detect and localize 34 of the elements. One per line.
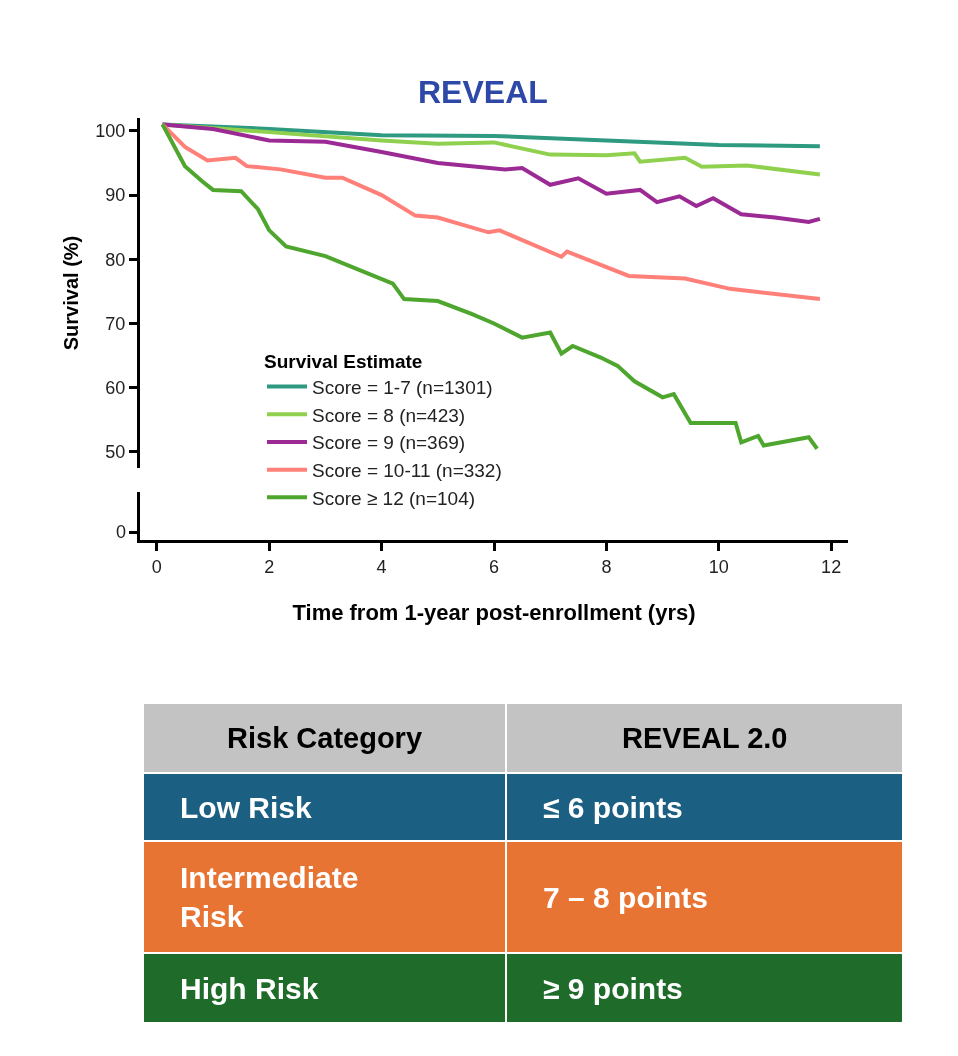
y-tick-label: 50	[105, 442, 126, 463]
text: REVEAL 2.0	[622, 722, 788, 754]
x-axis-title: Time from 1-year post-enrollment (yrs)	[292, 600, 696, 626]
line-series	[160, 122, 820, 451]
legend-label: Score = 9 (n=369)	[312, 432, 466, 454]
legend-label: Score = 10-11 (n=332)	[312, 460, 502, 482]
y-tick-label: 60	[105, 378, 126, 399]
text: ≥ 9 points	[543, 972, 683, 1005]
x-tick-label: 0	[151, 556, 162, 577]
line-series	[160, 122, 822, 225]
y-tick-label: 80	[105, 249, 126, 270]
x-tick-label: 6	[488, 556, 500, 577]
x-tick-label: 8	[601, 556, 612, 577]
y-tick-label: 70	[105, 313, 126, 334]
y-axis-title: Survival (%)	[59, 235, 82, 351]
chart-title: REVEAL	[418, 74, 548, 110]
y-tick-label: 100	[95, 121, 126, 142]
legend-label: Score = 8 (n=423)	[312, 404, 466, 426]
text: High Risk	[180, 972, 319, 1005]
legend-title: Survival Estimate	[264, 350, 423, 372]
x-tick-label: 2	[264, 556, 275, 577]
text: 7 – 8 points	[543, 881, 709, 914]
text: Low Risk	[180, 791, 312, 824]
y-tick-label: 90	[105, 185, 126, 206]
x-tick-label: 12	[821, 556, 842, 577]
legend-label: Score ≥ 12 (n=104)	[312, 487, 476, 509]
text: Risk Category	[227, 722, 423, 754]
text: Intermediate Risk	[180, 861, 359, 933]
legend-label: Score = 1-7 (n=1301)	[312, 376, 493, 398]
text: 0	[116, 522, 127, 542]
line-series	[160, 122, 822, 302]
x-tick-label: 10	[708, 556, 729, 577]
x-tick-label: 4	[376, 556, 387, 577]
text: ≤ 6 points	[543, 791, 683, 824]
